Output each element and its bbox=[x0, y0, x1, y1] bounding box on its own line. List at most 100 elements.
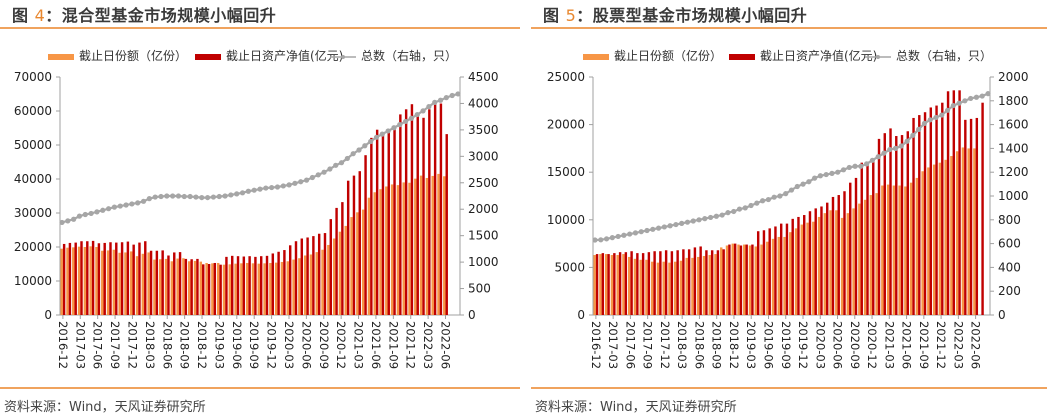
bar-nav bbox=[676, 250, 679, 315]
bar-shares bbox=[408, 182, 411, 315]
bar-nav bbox=[91, 240, 95, 315]
count-marker bbox=[362, 143, 368, 149]
bar-shares bbox=[720, 247, 723, 315]
count-marker bbox=[455, 91, 461, 97]
bar-nav bbox=[710, 250, 714, 315]
bar-nav bbox=[895, 136, 898, 315]
bar-shares bbox=[280, 261, 284, 315]
bar-shares bbox=[627, 256, 631, 315]
x-tick-label: 2019-12 bbox=[265, 321, 279, 369]
count-marker bbox=[344, 155, 350, 162]
count-marker bbox=[111, 204, 118, 210]
series-count-markers bbox=[592, 91, 991, 243]
count-marker bbox=[609, 235, 615, 241]
right-y-tick-label: 400 bbox=[998, 260, 1021, 274]
bar-nav bbox=[294, 241, 298, 315]
bar-nav bbox=[173, 252, 176, 315]
count-marker bbox=[187, 193, 193, 200]
bar-nav bbox=[120, 242, 124, 315]
bar-nav bbox=[883, 133, 886, 315]
x-tick-label: 2021-03 bbox=[882, 321, 896, 369]
bar-nav bbox=[803, 215, 806, 315]
x-tick-label: 2021-09 bbox=[917, 321, 931, 369]
bar-shares bbox=[599, 254, 602, 315]
legend-marker-count bbox=[876, 55, 880, 59]
count-marker bbox=[216, 193, 222, 200]
count-marker bbox=[350, 151, 356, 157]
bar-nav bbox=[202, 264, 205, 315]
figure-4-panel: 图 4：混合型基金市场规模小幅回升 截止日份额（亿份） 截止日资产净值(亿元) 总数… bbox=[0, 0, 520, 417]
count-marker bbox=[257, 186, 263, 192]
count-marker bbox=[338, 160, 345, 166]
count-marker bbox=[82, 211, 88, 218]
bar-shares bbox=[188, 261, 191, 315]
bar-nav bbox=[872, 158, 875, 315]
bar-shares bbox=[852, 208, 855, 315]
count-marker bbox=[869, 157, 876, 163]
count-marker bbox=[274, 184, 281, 190]
count-marker bbox=[615, 233, 621, 240]
bar-shares bbox=[205, 262, 208, 315]
bar-shares bbox=[332, 238, 336, 315]
bar-nav bbox=[341, 202, 344, 315]
bar-shares bbox=[691, 257, 694, 315]
bar-shares bbox=[604, 254, 608, 315]
bar-nav bbox=[213, 262, 217, 315]
bar-nav bbox=[785, 223, 789, 315]
count-marker bbox=[916, 126, 922, 132]
bar-shares bbox=[443, 176, 446, 315]
bar-shares bbox=[766, 241, 769, 315]
right-y-tick-label: 1400 bbox=[998, 141, 1029, 155]
bar-shares bbox=[414, 178, 417, 315]
bar-nav bbox=[733, 243, 737, 315]
bar-nav bbox=[641, 253, 645, 315]
count-marker bbox=[644, 227, 650, 234]
right-y-tick-label: 600 bbox=[998, 237, 1021, 251]
bar-nav bbox=[103, 242, 106, 315]
left-y-tick-label: 20000 bbox=[547, 118, 585, 132]
bar-nav bbox=[728, 244, 731, 315]
bar-shares bbox=[286, 261, 289, 315]
count-marker bbox=[598, 237, 604, 243]
bar-shares bbox=[932, 164, 936, 315]
bar-shares bbox=[419, 175, 423, 315]
count-marker bbox=[927, 117, 933, 123]
count-marker bbox=[234, 191, 240, 197]
count-marker bbox=[292, 180, 298, 186]
count-marker bbox=[309, 174, 316, 181]
figure-5-chart: 截止日份额（亿份） 截止日资产净值(亿元) 总数（右轴，只）050001000015… bbox=[547, 48, 1029, 369]
bar-nav bbox=[236, 256, 240, 315]
count-marker bbox=[684, 219, 691, 225]
bar-nav bbox=[693, 247, 697, 315]
bar-nav bbox=[768, 228, 771, 315]
count-marker bbox=[852, 163, 858, 169]
count-marker bbox=[667, 223, 673, 229]
legend-label-count: 总数（右轴，只） bbox=[361, 48, 457, 63]
bar-nav bbox=[126, 241, 130, 315]
bar-nav bbox=[364, 155, 367, 315]
bar-shares bbox=[303, 255, 307, 315]
bar-shares bbox=[967, 148, 970, 315]
count-marker bbox=[327, 166, 333, 172]
x-tick-label: 2022-03 bbox=[951, 321, 965, 369]
bar-shares bbox=[402, 182, 405, 315]
count-marker bbox=[812, 175, 818, 181]
bar-shares bbox=[697, 256, 700, 315]
count-marker bbox=[846, 164, 852, 171]
bar-nav bbox=[912, 117, 915, 315]
x-tick-label: 2020-06 bbox=[299, 321, 313, 369]
count-marker bbox=[933, 114, 939, 121]
x-tick-label: 2017-09 bbox=[641, 321, 655, 369]
count-marker bbox=[956, 100, 962, 106]
bar-shares bbox=[170, 261, 174, 315]
count-marker bbox=[921, 120, 928, 127]
legend-label-shares: 截止日份额（亿份） bbox=[614, 48, 722, 63]
figure-5-panel: 图 5：股票型基金市场规模小幅回升 截止日份额（亿份） 截止日资产净值(亿元) 总数… bbox=[531, 0, 1047, 417]
bar-shares bbox=[373, 192, 376, 315]
bar-nav bbox=[190, 259, 193, 315]
count-marker bbox=[887, 146, 893, 153]
bar-shares bbox=[124, 252, 127, 315]
count-marker bbox=[950, 102, 956, 109]
bar-nav bbox=[207, 264, 211, 315]
right-y-tick-label: 1000 bbox=[468, 255, 499, 269]
